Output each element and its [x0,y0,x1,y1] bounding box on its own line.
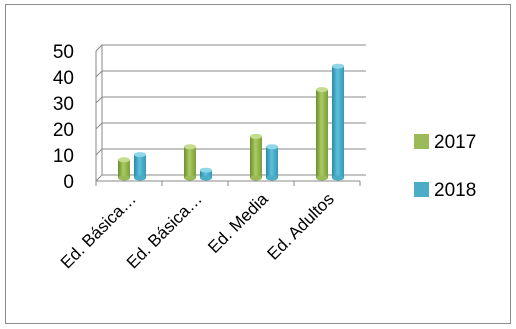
legend-label: 2018 [434,180,476,201]
y-tick-label: 0 [63,172,74,193]
bar [200,167,212,181]
bar [266,144,278,181]
x-category-label: Ed. Adultos [264,189,338,263]
bar [250,133,262,181]
legend-swatch [414,134,429,149]
gridline [95,44,366,52]
bar [118,157,130,181]
y-tick-label: 10 [53,146,74,167]
legend: 2017 2018 [414,132,476,201]
legend-item: 2017 [414,132,476,153]
bar [316,87,328,181]
legend-item: 2018 [414,180,476,201]
y-tick-label: 50 [53,42,74,63]
y-tick-label: 30 [53,94,74,115]
bar [332,63,344,181]
bar [184,144,196,181]
bar [134,152,146,181]
legend-label: 2017 [434,132,476,153]
x-category-label: Ed. Media [204,189,272,257]
y-tick-label: 40 [53,68,74,89]
y-axis-ticks: 0 10 20 30 40 50 [53,42,74,193]
bars-layer [118,63,344,181]
y-tick-label: 20 [53,120,74,141]
gridline [95,70,366,78]
legend-swatch [414,182,429,197]
